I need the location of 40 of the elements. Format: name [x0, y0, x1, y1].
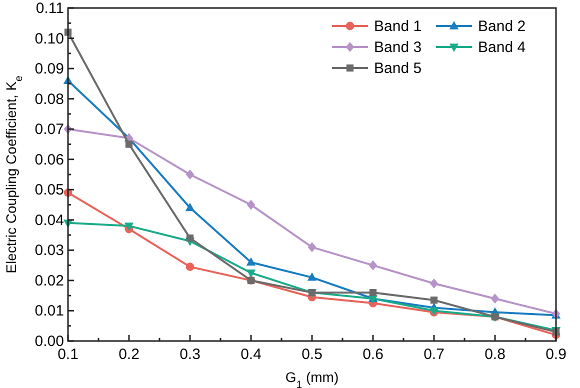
- y-tick-label: 0.02: [34, 272, 64, 290]
- point: [307, 272, 317, 281]
- legend-label: Band 4: [478, 39, 526, 56]
- x-tick-label: 0.8: [484, 346, 506, 363]
- point: [368, 260, 378, 270]
- y-tick-label: 0.04: [34, 212, 64, 229]
- y-tick-label: 0.10: [34, 30, 64, 48]
- y-tick-label: 0.05: [34, 182, 64, 199]
- point: [186, 169, 194, 180]
- x-tick-label: 0.9: [546, 346, 566, 363]
- point: [186, 262, 194, 272]
- point: [308, 242, 316, 252]
- y-tick-label: 0.01: [34, 302, 64, 320]
- point: [125, 140, 133, 148]
- point: [369, 288, 377, 296]
- y-tick-label: 0.03: [34, 242, 64, 260]
- x-tick-label: 0.3: [180, 346, 200, 363]
- y-tick-label: 0.11: [36, 0, 64, 17]
- legend-label: Band 2: [478, 18, 526, 35]
- point: [430, 278, 438, 289]
- x-tick-label: 0.2: [118, 346, 140, 363]
- legend-label: Band 1: [374, 18, 422, 35]
- point: [185, 202, 195, 212]
- x-tick-label: 0.4: [240, 346, 262, 363]
- legend-label: Band 5: [374, 60, 422, 77]
- point: [430, 296, 438, 304]
- point: [186, 234, 194, 242]
- point: [490, 294, 500, 304]
- x-axis-title: G$_{1}$ (mm): [285, 369, 339, 388]
- legend-label: Band 3: [374, 39, 422, 56]
- point: [246, 257, 256, 266]
- x-tick-label: 0.7: [424, 346, 444, 363]
- y-tick-label: 0.08: [34, 90, 64, 108]
- y-tick-label: 0.06: [34, 151, 64, 168]
- y-tick-label: 0.09: [34, 60, 64, 78]
- y-tick-label: 0.07: [34, 121, 64, 138]
- x-tick-label: 0.6: [362, 346, 384, 363]
- point: [246, 200, 256, 210]
- point: [246, 270, 256, 278]
- x-tick-label: 0.5: [302, 346, 322, 363]
